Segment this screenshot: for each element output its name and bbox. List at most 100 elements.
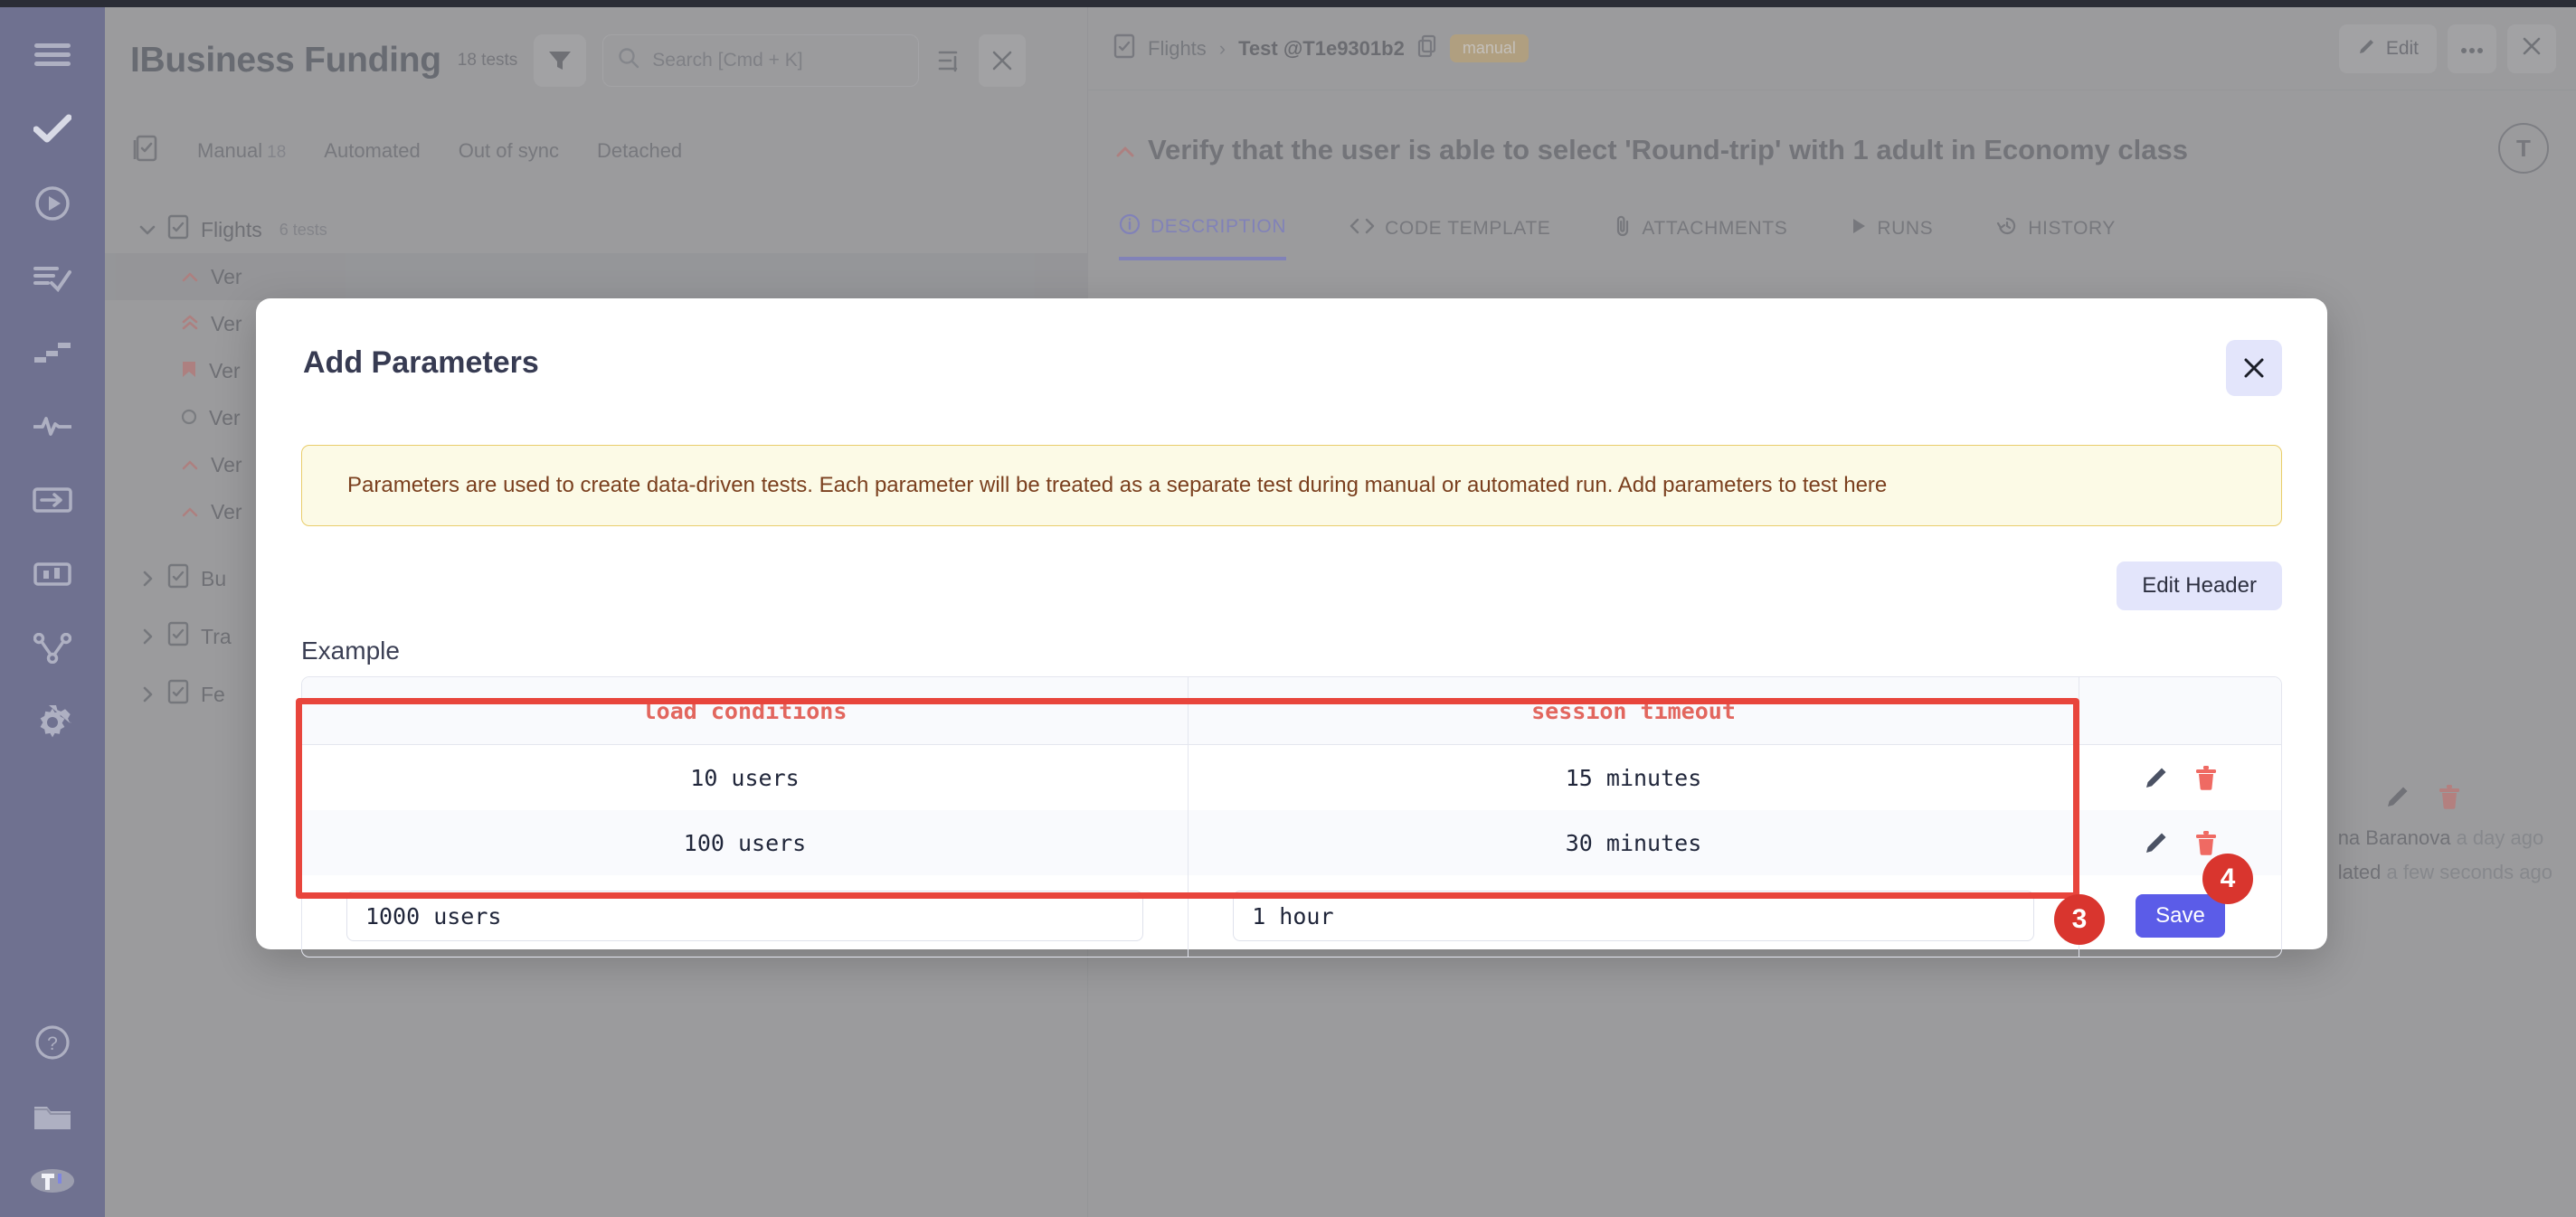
info-icon — [1119, 213, 1141, 241]
edit-button-label: Edit — [2385, 37, 2419, 59]
trash-icon[interactable] — [2193, 764, 2219, 791]
search-input[interactable]: Search [Cmd + K] — [602, 34, 920, 87]
project-header: IBusiness Funding 18 tests Search [Cmd +… — [105, 7, 1087, 87]
list-check-icon[interactable] — [26, 251, 79, 304]
pencil-icon[interactable] — [2143, 764, 2170, 791]
tree-test-item[interactable]: Ver — [105, 347, 1087, 394]
tree-test-item[interactable]: Ver — [105, 253, 1087, 300]
column-header-load-conditions[interactable]: load conditions — [302, 677, 1189, 744]
meta-time: a day ago — [2456, 826, 2544, 849]
play-circle-icon[interactable] — [26, 177, 79, 230]
gear-icon[interactable] — [26, 696, 79, 749]
tree-folder[interactable]: Fe — [105, 671, 1087, 718]
list-filter-tabs: Manual 18 Automated Out of sync Detached — [105, 87, 1087, 168]
file-icon — [167, 679, 189, 710]
paperclip-icon — [1614, 214, 1632, 243]
cell-session-timeout: 15 minutes — [1189, 745, 2079, 810]
copy-icon[interactable] — [1417, 34, 1437, 63]
tab-runs[interactable]: RUNS — [1851, 217, 1933, 257]
column-header-session-timeout[interactable]: session timeout — [1189, 677, 2079, 744]
tree-folder-label: Tra — [201, 624, 232, 648]
priority-chevron-up-icon — [181, 265, 199, 289]
breadcrumb-folder[interactable]: Flights — [1148, 36, 1207, 60]
tree-test-item[interactable]: Ver — [105, 300, 1087, 347]
share-nodes-icon[interactable] — [26, 622, 79, 675]
tab-history[interactable]: HISTORY — [1996, 215, 2116, 259]
page-title: Verify that the user is able to select '… — [1088, 90, 2576, 166]
pencil-icon[interactable] — [2143, 829, 2170, 856]
code-icon — [1350, 217, 1375, 241]
modal-title: Add Parameters — [303, 345, 539, 380]
priority-chevron-up-icon — [181, 453, 199, 477]
file-icon — [167, 563, 189, 594]
tab-attachments[interactable]: ATTACHMENTS — [1614, 214, 1787, 259]
edit-header-button[interactable]: Edit Header — [2117, 561, 2282, 610]
tab-description-label: DESCRIPTION — [1151, 216, 1287, 237]
detail-actions: Edit — [2338, 24, 2576, 73]
tree-folder[interactable]: Tra — [105, 613, 1087, 660]
info-banner-text: Parameters are used to create data-drive… — [347, 473, 1888, 497]
question-circle-icon[interactable]: ? — [26, 1016, 79, 1069]
file-icon — [1113, 33, 1135, 64]
filter-icon[interactable] — [534, 34, 587, 87]
tree-test-label: Ver — [211, 499, 242, 524]
modal-close-button[interactable] — [2226, 340, 2282, 396]
status-badge: manual — [1449, 34, 1529, 62]
tab-automated[interactable]: Automated — [324, 139, 421, 162]
tree-test-label: Ver — [211, 311, 242, 335]
meta-time: a few seconds ago — [2386, 860, 2552, 883]
left-sidebar: ? — [0, 7, 105, 1217]
check-icon[interactable] — [26, 103, 79, 156]
priority-circle-icon — [181, 406, 197, 430]
pencil-icon[interactable] — [2384, 783, 2411, 815]
tab-code-template[interactable]: CODE TEMPLATE — [1350, 217, 1550, 257]
trash-icon[interactable] — [2437, 783, 2462, 815]
search-placeholder: Search [Cmd + K] — [652, 50, 803, 71]
tree-test-item[interactable]: Ver — [105, 394, 1087, 441]
table-row[interactable]: 10 users 15 minutes — [302, 745, 2281, 810]
tree-test-item[interactable]: Ver — [105, 441, 1087, 488]
table-row[interactable]: 100 users 30 minutes — [302, 810, 2281, 875]
app-logo-icon[interactable] — [26, 1165, 79, 1217]
tree-folder-label: Fe — [201, 682, 225, 706]
column-header-actions — [2079, 677, 2281, 744]
tab-attachments-label: ATTACHMENTS — [1642, 218, 1788, 239]
bar-chart-icon[interactable] — [26, 548, 79, 600]
session-timeout-input[interactable]: 1 hour — [1233, 891, 2034, 941]
table-header-row: load conditions session timeout — [302, 677, 2281, 745]
new-session-timeout-cell: 1 hour — [1189, 875, 2079, 957]
save-button[interactable]: Save — [2136, 894, 2225, 938]
close-detail-button[interactable] — [2507, 24, 2556, 73]
clear-search-button[interactable] — [979, 34, 1027, 87]
sort-icon[interactable] — [935, 45, 962, 76]
steps-icon[interactable] — [26, 325, 79, 378]
hamburger-menu-icon[interactable] — [26, 29, 79, 81]
tree-folder[interactable]: Bu — [105, 555, 1087, 602]
close-icon — [2244, 358, 2264, 378]
edit-button[interactable]: Edit — [2338, 24, 2437, 73]
tree-test-item[interactable]: Ver — [105, 488, 1087, 535]
folder-icon[interactable] — [26, 1090, 79, 1143]
tab-out-of-sync[interactable]: Out of sync — [458, 139, 559, 162]
tree-folder-flights[interactable]: Flights 6 tests — [105, 206, 1087, 253]
tree-test-label: Ver — [209, 358, 241, 382]
close-icon — [2521, 35, 2543, 62]
tab-detached[interactable]: Detached — [596, 139, 683, 162]
detail-tabs: DESCRIPTION CODE TEMPLATE ATTACHMENTS — [1088, 166, 2576, 260]
parameters-table: load conditions session timeout 10 users… — [301, 676, 2282, 958]
tab-manual-label: Manual — [197, 139, 263, 162]
tab-description[interactable]: DESCRIPTION — [1119, 213, 1287, 260]
more-options-button[interactable] — [2448, 24, 2496, 73]
tab-manual[interactable]: Manual 18 — [197, 139, 286, 163]
breadcrumb-separator: › — [1218, 36, 1226, 60]
load-conditions-input[interactable]: 1000 users — [346, 891, 1144, 941]
avatar[interactable]: T — [2498, 123, 2549, 174]
project-test-count: 18 tests — [457, 51, 518, 70]
login-arrow-icon[interactable] — [26, 474, 79, 526]
new-row-actions: Save — [2079, 875, 2281, 957]
activity-icon[interactable] — [26, 400, 79, 452]
trash-icon[interactable] — [2193, 829, 2219, 856]
tab-manual-count: 18 — [267, 143, 287, 162]
window-top-strip — [0, 0, 2576, 7]
row-actions — [2079, 810, 2281, 875]
